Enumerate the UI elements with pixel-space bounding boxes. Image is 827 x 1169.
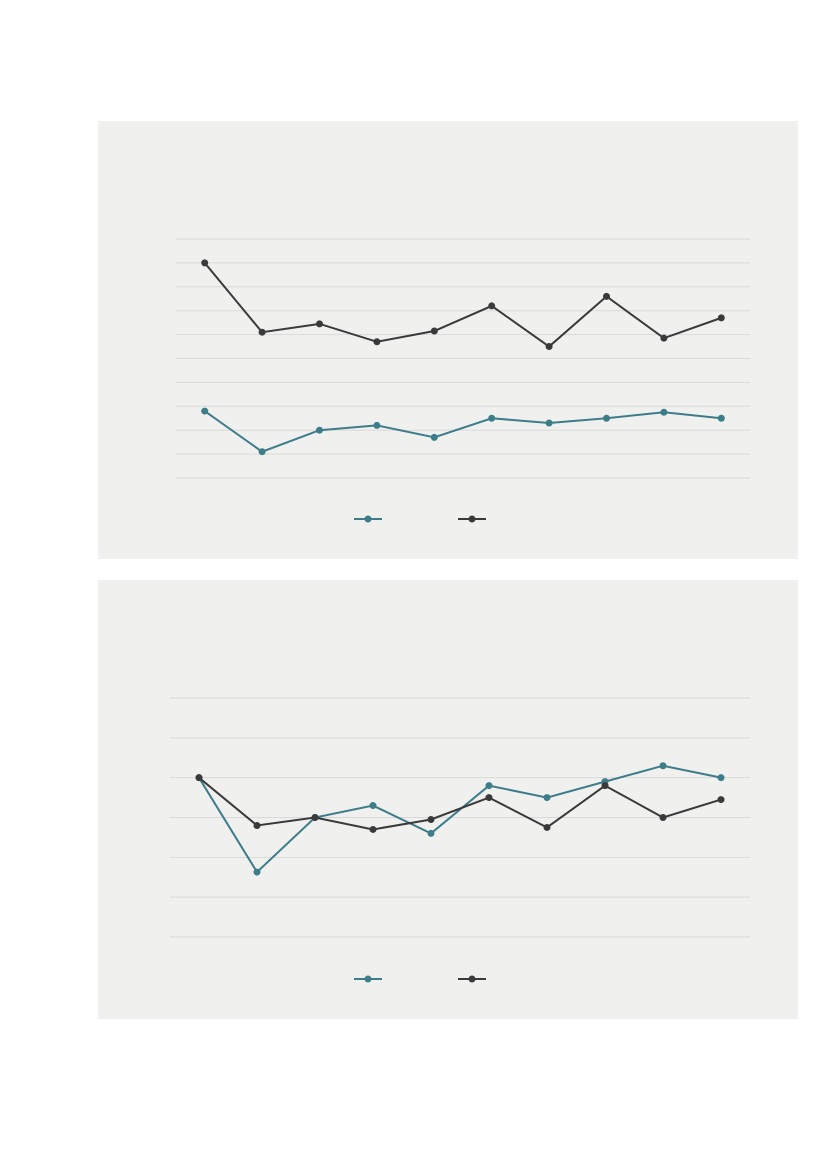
data-point [717, 796, 725, 804]
data-point [369, 802, 377, 810]
data-point [369, 825, 377, 833]
data-point [316, 320, 323, 328]
data-point [430, 433, 438, 441]
data-point [485, 794, 493, 802]
data-point [258, 328, 266, 336]
data-point [545, 343, 553, 351]
data-point [201, 259, 209, 267]
data-point [488, 414, 496, 422]
series-line [203, 262, 722, 348]
legend-marker [468, 515, 476, 523]
data-point [543, 794, 551, 802]
data-point [660, 408, 668, 416]
data-point [311, 814, 319, 821]
data-point [601, 782, 609, 790]
legend-marker [364, 515, 372, 523]
data-point [717, 414, 725, 422]
legend-marker [364, 975, 372, 983]
legend-marker [468, 975, 476, 983]
data-point [201, 407, 209, 415]
data-point [427, 829, 435, 837]
data-point [373, 421, 381, 429]
data-point [430, 327, 438, 335]
data-point [316, 426, 323, 434]
data-point [485, 782, 493, 790]
data-point [717, 774, 725, 782]
chart-panel [98, 121, 798, 559]
data-point [253, 868, 261, 876]
data-point [488, 302, 496, 310]
data-point [660, 334, 668, 342]
data-point [258, 448, 266, 456]
data-point [603, 292, 610, 300]
series-line [204, 410, 722, 453]
data-point [659, 762, 667, 770]
data-point [195, 774, 203, 782]
data-point [373, 338, 381, 346]
data-point [545, 419, 553, 427]
data-point [427, 815, 435, 823]
data-point [253, 821, 261, 829]
data-point [659, 814, 667, 821]
chart-panel [98, 580, 798, 1019]
data-point [603, 414, 610, 422]
data-point [717, 314, 725, 322]
data-point [543, 823, 551, 831]
series-line [198, 776, 722, 831]
